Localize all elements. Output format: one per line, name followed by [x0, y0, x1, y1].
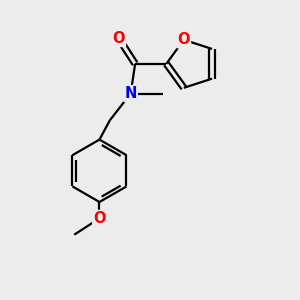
- Text: O: O: [112, 31, 125, 46]
- Text: O: O: [178, 32, 190, 47]
- Text: N: N: [124, 86, 137, 101]
- Text: O: O: [93, 211, 106, 226]
